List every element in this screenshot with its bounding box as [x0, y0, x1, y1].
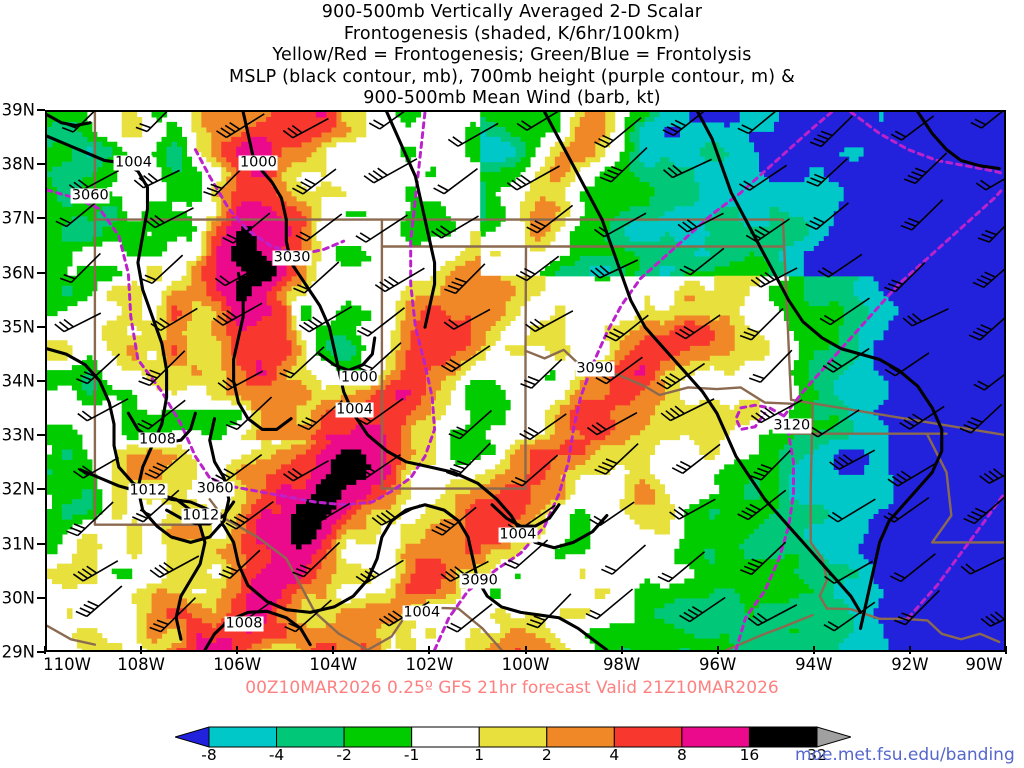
colorbar-tick--8: -8 — [201, 746, 217, 764]
colorbar-tick--1: -1 — [403, 746, 420, 764]
x-tick-label-96W: 96W — [699, 655, 737, 674]
contour-label-mslp-1000: 1000 — [238, 154, 278, 171]
contour-label-height-3090: 3090 — [575, 360, 615, 377]
y-tick-label-30N: 30N — [1, 588, 35, 608]
y-tick-label-38N: 38N — [1, 154, 35, 174]
map-canvas — [47, 112, 1004, 650]
y-tick-label-35N: 35N — [1, 317, 35, 337]
x-tick-label-100W: 100W — [501, 655, 550, 674]
y-tick-label-31N: 31N — [1, 534, 35, 554]
x-tick — [716, 646, 719, 654]
contour-label-height-3090: 3090 — [459, 572, 499, 589]
y-axis: 29N 30N 31N 32N 33N 34N 35N 36N 37N 38N 39N — [0, 101, 45, 662]
x-tick — [428, 646, 431, 654]
y-tick — [37, 217, 45, 220]
map-plot-area[interactable]: 1004 1000 3060 3030 1000 1004 3090 3120 1008 1012… — [45, 110, 1006, 652]
contour-label-height-3060: 3060 — [70, 187, 110, 204]
wind-barb-layer — [54, 112, 1004, 633]
x-tick-label-102W: 102W — [405, 655, 454, 674]
title-line-1: 900-500mb Vertically Averaged 2-D Scalar — [321, 2, 703, 22]
x-tick — [44, 646, 46, 654]
y-tick — [37, 596, 45, 599]
colorbar-tick-1: 1 — [474, 746, 485, 764]
colorbar-tick--2: -2 — [336, 746, 352, 764]
source-watermark: moe.met.fsu.edu/banding — [795, 745, 1015, 765]
colorbar-tick-labels: -8 -4 -2 -1 1 2 4 8 16 32 — [175, 746, 851, 766]
x-tick-label-106W: 106W — [213, 655, 262, 674]
colorbar-tick-4: 4 — [609, 746, 620, 764]
x-tick — [332, 646, 335, 654]
contour-label-mslp-1012: 1012 — [128, 482, 168, 499]
title-line-5: 900-500mb Mean Wind (barb, kt) — [363, 88, 661, 108]
colorbar-tick-32: 32 — [807, 746, 827, 764]
title-line-3: Yellow/Red = Frontogenesis; Green/Blue =… — [272, 45, 752, 65]
y-tick-label-39N: 39N — [1, 100, 35, 120]
colorbar-svg — [175, 726, 851, 748]
contour-label-mslp-1012: 1012 — [181, 507, 221, 524]
x-axis: 110W 108W 106W 104W 102W 100W 98W 96W 94W 92W 90W — [43, 646, 1007, 678]
colorbar-tick-2: 2 — [541, 746, 552, 764]
y-tick-label-32N: 32N — [1, 479, 35, 499]
contour-label-mslp-1008: 1008 — [138, 431, 177, 448]
x-tick-label-104W: 104W — [309, 655, 358, 674]
y-tick — [37, 651, 45, 653]
state-border-layer — [47, 112, 1004, 650]
x-tick — [140, 646, 143, 654]
x-tick — [908, 646, 911, 654]
colorbar-tick--4: -4 — [268, 746, 285, 764]
colorbar-tick-8: 8 — [676, 746, 687, 764]
x-tick-label-90W: 90W — [965, 655, 1003, 674]
y-tick-label-37N: 37N — [1, 208, 35, 228]
contour-label-mslp-1004: 1004 — [498, 526, 538, 543]
y-tick — [37, 542, 45, 545]
contour-label-mslp-1000: 1000 — [339, 369, 379, 386]
y-tick-label-34N: 34N — [1, 371, 35, 391]
map-svg — [47, 112, 1004, 650]
y-tick — [37, 163, 45, 166]
x-tick — [812, 646, 815, 654]
title-line-4: MSLP (black contour, mb), 700mb height (… — [229, 66, 795, 87]
y-tick — [37, 109, 45, 111]
x-tick — [1005, 646, 1007, 654]
contour-label-height-3120: 3120 — [772, 417, 812, 434]
y-tick — [37, 434, 45, 437]
chart-title: 900-500mb Vertically Averaged 2-D Scalar… — [0, 2, 1024, 110]
y-tick — [37, 271, 45, 274]
y-tick-label-33N: 33N — [1, 425, 35, 445]
y-tick-label-29N: 29N — [1, 642, 35, 662]
colorbar — [175, 726, 851, 748]
colorbar-tick-16: 16 — [739, 746, 760, 764]
x-tick-label-110W: 110W — [43, 655, 91, 674]
y-tick-label-36N: 36N — [1, 263, 35, 283]
x-tick-label-94W: 94W — [795, 655, 833, 674]
contour-label-mslp-1004: 1004 — [114, 154, 153, 171]
contour-label-mslp-1008: 1008 — [224, 615, 264, 632]
forecast-caption: 00Z10MAR2026 0.25º GFS 21hr forecast Val… — [245, 678, 779, 698]
title-line-2: Frontogenesis (shaded, K/6hr/100km) — [343, 23, 681, 44]
y-tick — [37, 488, 45, 491]
x-tick — [524, 646, 527, 654]
x-tick-label-108W: 108W — [117, 655, 165, 674]
contour-label-height-3060: 3060 — [195, 480, 235, 497]
x-tick-label-98W: 98W — [602, 655, 641, 674]
contour-label-mslp-1004: 1004 — [335, 401, 374, 418]
x-tick — [620, 646, 623, 654]
y-tick — [37, 380, 45, 382]
y-tick — [37, 325, 45, 328]
contour-label-height-3030: 3030 — [272, 249, 312, 266]
contour-label-mslp-1004: 1004 — [402, 604, 442, 621]
x-tick — [236, 646, 239, 654]
x-tick-label-92W: 92W — [891, 655, 929, 674]
